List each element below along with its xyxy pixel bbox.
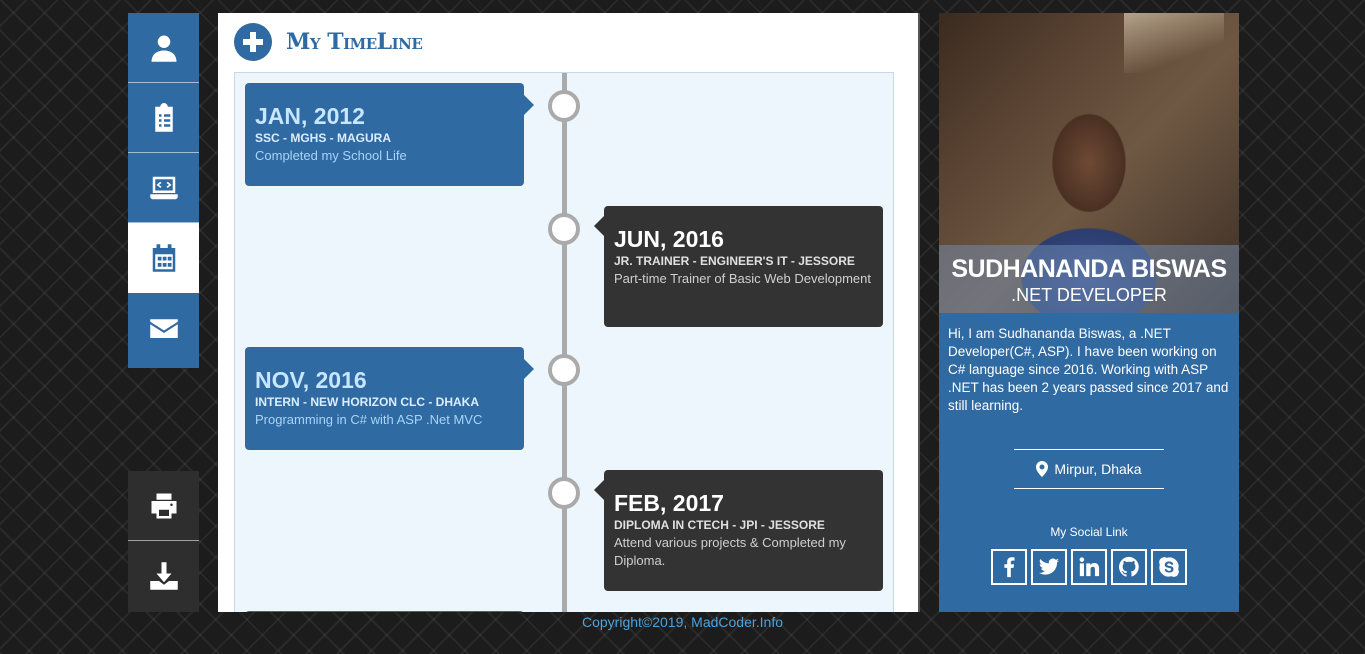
social-links (939, 549, 1239, 585)
map-marker-icon (1036, 461, 1049, 477)
download-icon (149, 562, 178, 590)
card-date: JAN, 2012 (255, 103, 365, 129)
side-nav (128, 13, 199, 368)
card-date: FEB, 2017 (614, 490, 724, 516)
timeline-card: JUN, 2016 JR. TRAINER - ENGINEER'S IT - … (594, 206, 883, 327)
linkedin-icon (1079, 557, 1100, 577)
timeline[interactable]: JAN, 2012 SSC - MGHS - MAGURA Completed … (234, 72, 894, 612)
facebook-link[interactable] (991, 549, 1027, 585)
profile-card: SUDHANANDA BISWAS .NET DEVELOPER Hi, I a… (939, 13, 1239, 612)
clipboard-icon (154, 102, 173, 132)
download-button[interactable] (128, 541, 199, 611)
twitter-icon (1038, 558, 1060, 575)
nav-resume-button[interactable] (128, 83, 199, 153)
name-band: SUDHANANDA BISWAS .NET DEVELOPER (939, 245, 1239, 313)
print-button[interactable] (128, 471, 199, 541)
card-date: JUN, 2016 (614, 226, 724, 252)
timeline-node (548, 213, 580, 245)
envelope-icon (149, 319, 178, 338)
timeline-card: FEB, 2017 DIPLOMA IN CTECH - JPI - JESSO… (594, 470, 883, 591)
side-tools (128, 471, 199, 612)
timeline-card: JAN, 2012 SSC - MGHS - MAGURA Completed … (245, 83, 534, 186)
social-title: My Social Link (1050, 525, 1128, 539)
facebook-icon (1004, 557, 1015, 578)
twitter-link[interactable] (1031, 549, 1067, 585)
card-role: SSC - MGHS - MAGURA (255, 131, 391, 145)
user-icon (151, 35, 176, 62)
nav-timeline-button[interactable] (128, 223, 199, 293)
card-desc: Completed my School Life (255, 148, 407, 163)
nav-profile-button[interactable] (128, 13, 199, 83)
timeline-header: My TimeLine (234, 23, 423, 61)
card-desc: Programming in C# with ASP .Net MVC (255, 412, 483, 427)
timeline-card: NOV, 2016 INTERN - NEW HORIZON CLC - DHA… (245, 347, 534, 450)
page-title: My TimeLine (286, 29, 423, 55)
print-icon (151, 493, 176, 518)
photo-light (1124, 13, 1224, 73)
timeline-panel: My TimeLine JAN, 2012 SSC - MGHS - MAGUR… (218, 13, 920, 612)
card-role: JR. TRAINER - ENGINEER'S IT - JESSORE (614, 254, 855, 268)
footer-copyright: Copyright©2019, MadCoder.Info (582, 614, 783, 630)
nav-portfolio-button[interactable] (128, 153, 199, 223)
location-text: Mirpur, Dhaka (1054, 461, 1142, 477)
profile-role: .NET DEVELOPER (1011, 285, 1167, 305)
laptop-code-icon (149, 176, 178, 199)
timeline-node (548, 354, 580, 386)
skype-icon (1159, 557, 1179, 577)
location: Mirpur, Dhaka (1014, 449, 1164, 489)
timeline-node (548, 477, 580, 509)
timeline-card-partial (245, 611, 524, 612)
profile-bio: Hi, I am Sudhananda Biswas, a .NET Devel… (948, 326, 1229, 413)
card-desc: Part-time Trainer of Basic Web Developme… (614, 271, 871, 286)
timeline-line (562, 73, 567, 612)
profile-photo: SUDHANANDA BISWAS .NET DEVELOPER (939, 13, 1239, 313)
card-desc: Attend various projects & Completed my D… (614, 535, 846, 568)
github-icon (1118, 556, 1139, 577)
calendar-icon (152, 243, 175, 272)
skype-link[interactable] (1151, 549, 1187, 585)
github-link[interactable] (1111, 549, 1147, 585)
timeline-node (548, 90, 580, 122)
nav-contact-button[interactable] (128, 293, 199, 363)
linkedin-link[interactable] (1071, 549, 1107, 585)
card-date: NOV, 2016 (255, 367, 367, 393)
card-role: DIPLOMA IN CTECH - JPI - JESSORE (614, 518, 825, 532)
plus-circle-icon (234, 23, 272, 61)
profile-name: SUDHANANDA BISWAS (951, 255, 1227, 283)
card-role: INTERN - NEW HORIZON CLC - DHAKA (255, 395, 479, 409)
